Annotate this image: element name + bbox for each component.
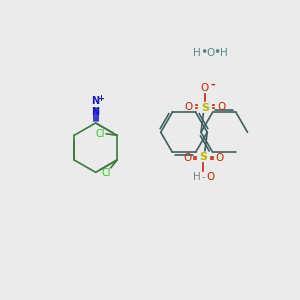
Text: -: -: [202, 172, 205, 182]
Text: O: O: [184, 102, 193, 112]
Text: S: S: [200, 152, 207, 162]
Text: O: O: [183, 153, 191, 163]
Text: O: O: [206, 172, 214, 182]
Text: O: O: [201, 82, 209, 93]
Text: N: N: [92, 107, 100, 117]
Text: H: H: [193, 172, 200, 182]
Text: +: +: [98, 94, 105, 103]
Text: H: H: [220, 48, 228, 58]
Text: O: O: [215, 153, 224, 163]
Text: O: O: [217, 102, 225, 112]
Text: O: O: [206, 48, 214, 58]
Text: •: •: [214, 46, 221, 59]
Text: N: N: [92, 96, 100, 106]
Text: H: H: [193, 48, 200, 58]
Text: -: -: [210, 80, 215, 89]
Text: •: •: [200, 46, 207, 59]
Text: Cl: Cl: [101, 168, 111, 178]
Text: S: S: [201, 103, 209, 112]
Text: Cl: Cl: [95, 129, 105, 139]
